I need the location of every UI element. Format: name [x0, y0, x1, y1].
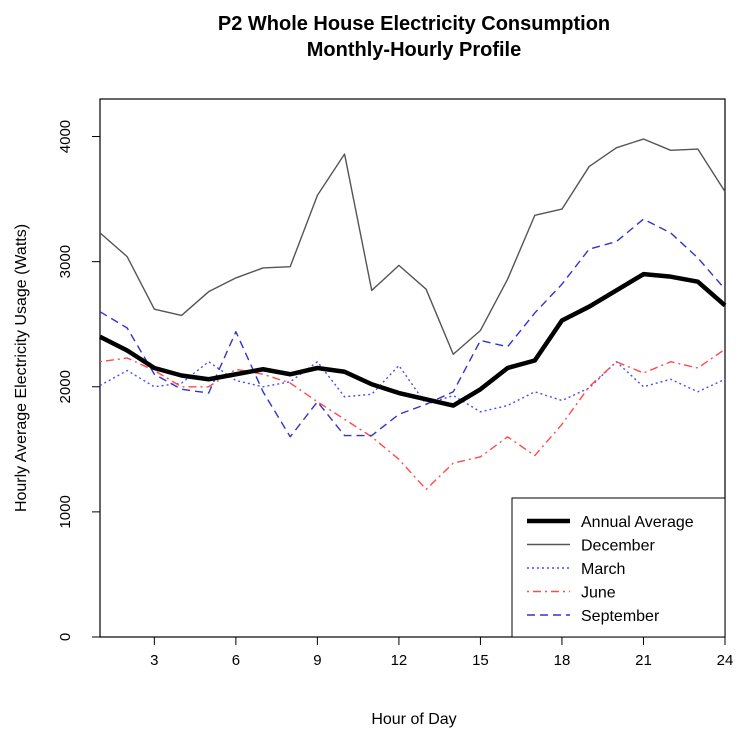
series-line-december: [99, 138, 726, 355]
legend-label: September: [581, 608, 660, 625]
series-line-june: [99, 348, 726, 491]
legend-label: December: [581, 538, 655, 555]
x-tick-label: 3: [150, 652, 158, 669]
x-tick-label: 18: [554, 652, 571, 669]
y-tick-label: 2000: [57, 370, 74, 403]
legend-label: Annual Average: [581, 514, 694, 531]
y-axis-title: Hourly Average Electricity Usage (Watts): [13, 224, 30, 512]
y-tick-label: 1000: [57, 495, 74, 528]
y-tick-label: 3000: [57, 245, 74, 278]
legend-label: June: [581, 585, 616, 602]
x-tick-label: 6: [232, 652, 240, 669]
plot-area-frame: [99, 98, 726, 638]
series-layer: [98, 138, 727, 491]
series-line-annual-average: [98, 271, 727, 408]
x-tick-label: 15: [472, 652, 489, 669]
chart-subtitle: Monthly-Hourly Profile: [307, 39, 521, 61]
y-tick-label: 0: [57, 633, 74, 641]
series-line-march: [99, 361, 726, 413]
x-axis: 3 6 9 12 15 18 21 24: [150, 637, 733, 669]
series-line-september: [99, 218, 726, 438]
x-tick-label: 24: [717, 652, 734, 669]
y-tick-label: 4000: [57, 120, 74, 153]
y-axis: 0 1000 2000 3000 4000: [57, 120, 100, 641]
x-tick-label: 9: [313, 652, 321, 669]
x-tick-label: 21: [635, 652, 652, 669]
legend: Annual Average December March June September: [511, 497, 726, 638]
legend-label: March: [581, 561, 625, 578]
x-tick-label: 12: [391, 652, 408, 669]
x-axis-title: Hour of Day: [371, 711, 456, 728]
chart-title: P2 Whole House Electricity Consumption: [218, 13, 610, 35]
